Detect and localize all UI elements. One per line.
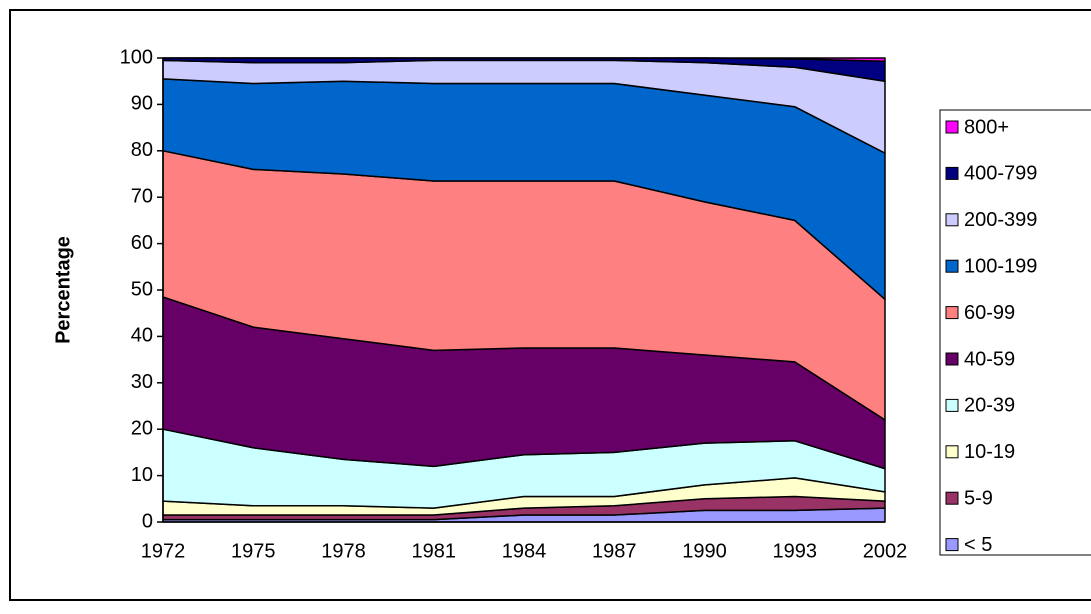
y-tick-label: 80: [131, 139, 153, 161]
x-tick-label: 1975: [231, 540, 276, 562]
legend-label: 100-199: [964, 255, 1037, 277]
x-tick-label: 2002: [863, 540, 908, 562]
area: [162, 57, 886, 62]
legend-label: < 5: [964, 534, 992, 556]
y-tick-label: 60: [131, 232, 153, 254]
legend-label: 200-399: [964, 209, 1037, 231]
legend-swatch: [945, 538, 959, 552]
legend-label: 5-9: [964, 487, 993, 509]
legend-swatch: [945, 166, 959, 180]
legend-box: [939, 109, 1091, 556]
y-axis-title: Percentage: [52, 236, 74, 344]
y-tick-label: 0: [142, 510, 153, 532]
legend-swatch: [945, 398, 959, 412]
legend-label: 20-39: [964, 395, 1015, 417]
x-tick-label: 1984: [502, 540, 547, 562]
x-tick-label: 1972: [141, 540, 186, 562]
y-tick-label: 20: [131, 417, 153, 439]
y-tick-label: 100: [120, 46, 153, 68]
legend-swatch: [945, 352, 959, 366]
legend-swatch: [945, 491, 959, 505]
legend-label: 60-99: [964, 302, 1015, 324]
legend-label: 10-19: [964, 441, 1015, 463]
legend-swatch: [945, 213, 959, 227]
legend-swatch: [945, 306, 959, 320]
y-tick-label: 10: [131, 464, 153, 486]
legend-label: 800+: [964, 116, 1009, 138]
legend-swatch: [945, 445, 959, 459]
x-tick-label: 1993: [773, 540, 818, 562]
legend-label: 400-799: [964, 163, 1037, 185]
x-tick-label: 1978: [321, 540, 366, 562]
legend-label: 40-59: [964, 348, 1015, 370]
x-tick-label: 1987: [592, 540, 637, 562]
x-tick-label: 1981: [412, 540, 457, 562]
y-tick-label: 30: [131, 371, 153, 393]
y-tick-label: 70: [131, 185, 153, 207]
legend-swatch: [945, 120, 959, 134]
x-tick-label: 1990: [682, 540, 727, 562]
legend-swatch: [945, 259, 959, 273]
y-tick-label: 50: [131, 278, 153, 300]
y-tick-label: 90: [131, 93, 153, 115]
y-tick-label: 40: [131, 325, 153, 347]
